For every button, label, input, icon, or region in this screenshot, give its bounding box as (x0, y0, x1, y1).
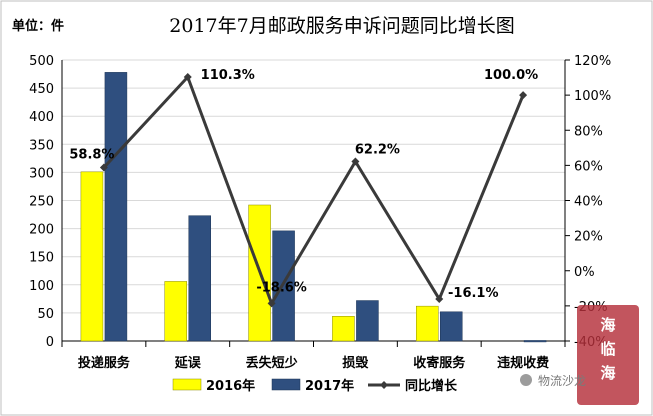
watermark-stamp-char: 临 (600, 340, 615, 358)
y-left-tick-label: 200 (29, 223, 54, 238)
x-category-label: 收寄服务 (413, 355, 466, 371)
y-right-tick-label: 20% (574, 230, 603, 245)
legend-marker-yoy (380, 381, 388, 389)
x-category-label: 丢失短少 (246, 355, 298, 371)
x-category-label: 损毁 (342, 355, 369, 371)
y-left-tick-label: 400 (29, 110, 54, 125)
yoy-data-label: 62.2% (355, 143, 400, 158)
bar-2017 (356, 300, 379, 342)
bar-2017 (523, 340, 547, 343)
yoy-growth-line (102, 74, 525, 307)
legend-label-yoy: 同比增长 (405, 378, 458, 394)
y-right-tick-label: 0% (574, 265, 595, 280)
watermark-stamp-char: 海 (600, 316, 615, 334)
y-left-tick-label: 0 (46, 335, 54, 350)
watermark-stamp-char: 海 (600, 364, 615, 382)
legend-label-2017: 2017年 (305, 378, 354, 394)
y-right-tick-label: 80% (574, 124, 603, 139)
y-right-tick-label: 100% (574, 89, 611, 104)
y-left-tick-label: 250 (29, 195, 54, 210)
y-left-tick-label: 300 (29, 166, 54, 181)
y-left-tick-label: 500 (29, 54, 54, 69)
yoy-data-label: -18.6% (256, 280, 307, 295)
yoy-data-label: 58.8% (69, 147, 114, 162)
yoy-marker (267, 299, 276, 308)
yoy-data-label: 110.3% (201, 68, 255, 83)
bar-2017 (188, 215, 211, 342)
watermark-caption: 物流沙龙 (538, 374, 586, 388)
bar-2016 (80, 171, 104, 342)
yoy-data-label: 100.0% (484, 68, 538, 83)
y-right-tick-label: 40% (574, 195, 603, 210)
y-right-tick-label: 120% (574, 54, 611, 69)
yoy-marker (183, 73, 192, 82)
watermark-chat-icon (520, 374, 532, 386)
bar-2017 (104, 72, 128, 342)
y-right-tick-label: 60% (574, 159, 603, 174)
yoy-marker (519, 91, 528, 100)
y-left-tick-label: 100 (29, 279, 54, 294)
bar-2017 (440, 311, 463, 342)
y-left-tick-label: 450 (29, 82, 54, 97)
yoy-marker (351, 157, 360, 166)
yoy-data-label: -16.1% (448, 286, 499, 301)
legend-swatch-2017 (271, 378, 301, 391)
y-left-tick-label: 150 (29, 251, 54, 266)
x-category-label: 投递服务 (78, 355, 131, 371)
yoy-marker (99, 163, 108, 172)
yoy-marker (435, 295, 444, 304)
y-left-tick-label: 50 (37, 307, 54, 322)
watermark-stamp (577, 305, 639, 405)
chart-title: 2017年7月邮政服务申诉问题同比增长图 (169, 15, 514, 37)
x-category-label: 延误 (174, 355, 202, 371)
legend-swatch-2016 (172, 378, 202, 391)
bar-2016 (332, 316, 355, 342)
bar-2016 (416, 305, 439, 342)
x-category-label: 违规收费 (497, 355, 549, 371)
legend-label-2016: 2016年 (206, 378, 255, 394)
bar-2016 (164, 281, 187, 342)
y-left-tick-label: 350 (29, 138, 54, 153)
unit-label: 单位：件 (12, 18, 64, 34)
